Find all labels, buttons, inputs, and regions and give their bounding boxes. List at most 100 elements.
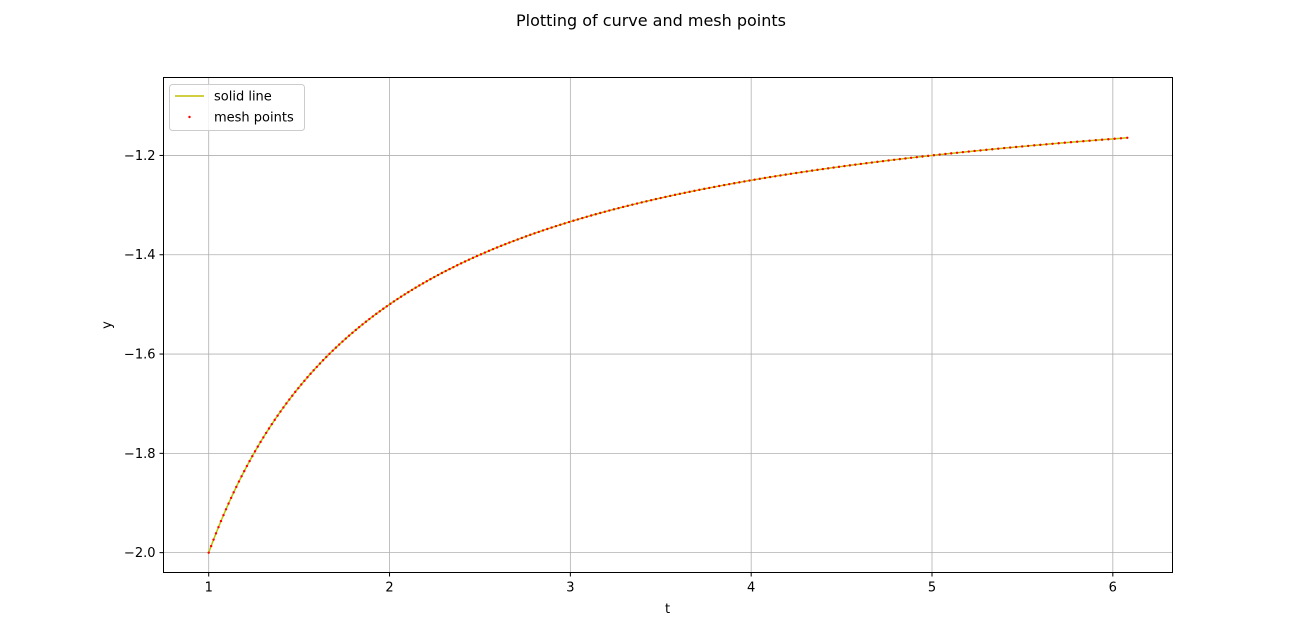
mesh-point [748, 179, 751, 182]
mesh-point [753, 178, 756, 181]
mesh-point [282, 406, 285, 409]
mesh-point [267, 427, 271, 430]
mesh-point [859, 162, 863, 166]
mesh-point [344, 337, 347, 340]
mesh-point [865, 162, 868, 165]
mesh-point [550, 226, 553, 229]
mesh-point [1057, 142, 1060, 145]
mesh-point [321, 359, 325, 362]
mesh-point [559, 223, 562, 226]
mesh-point [294, 390, 297, 394]
mesh-point [259, 440, 262, 444]
y-tick-label: −2.0 [124, 546, 156, 561]
mesh-point [475, 254, 479, 258]
mesh-point [921, 155, 924, 158]
mesh-point [827, 167, 830, 170]
mesh-point [1014, 145, 1018, 149]
mesh-point [414, 286, 417, 289]
mesh-point [487, 249, 491, 253]
mesh-point [938, 153, 941, 156]
mesh-point [708, 186, 711, 190]
mesh-point [227, 502, 230, 505]
mesh-point [1069, 141, 1073, 144]
x-axis: 1 2 3 4 5 6 [205, 572, 1117, 596]
mesh-point [237, 480, 241, 483]
grid [163, 77, 1173, 573]
mesh-point [410, 288, 414, 292]
mesh-point [1107, 138, 1110, 141]
mesh-point [253, 450, 257, 453]
plot-area [207, 136, 1129, 554]
mesh-point [1063, 141, 1067, 144]
mesh-point [733, 182, 736, 185]
mesh-point [212, 538, 215, 541]
x-tick-label: 6 [1109, 581, 1117, 596]
mesh-point [626, 204, 629, 208]
mesh-point [248, 459, 251, 463]
mesh-point [285, 402, 288, 405]
mesh-point [967, 150, 970, 153]
mesh-point [784, 173, 787, 176]
mesh-point [728, 182, 731, 186]
mesh-point [361, 323, 364, 326]
mesh-point [312, 369, 315, 372]
mesh-point [407, 290, 410, 294]
mesh-point [640, 201, 643, 204]
mesh-point [1039, 143, 1042, 147]
mesh-point [816, 168, 819, 172]
mesh-point [471, 256, 475, 260]
y-axis-label: y [100, 321, 115, 329]
mesh-point [837, 165, 841, 169]
mesh-point [378, 310, 381, 313]
mesh-point [479, 253, 483, 256]
mesh-point [331, 349, 334, 352]
mesh-point [1119, 137, 1123, 140]
x-tick-label: 1 [205, 581, 213, 596]
mesh-point [854, 163, 857, 166]
mesh-point [270, 422, 274, 426]
chart-title: Plotting of curve and mesh points [516, 11, 786, 30]
mesh-point [207, 551, 210, 554]
mesh-point [467, 258, 471, 261]
mesh-point [399, 295, 403, 298]
mesh-point [279, 410, 282, 413]
mesh-point [590, 214, 593, 217]
mesh-point [300, 383, 303, 386]
mesh-point [1027, 144, 1030, 148]
mesh-point [621, 205, 625, 209]
mesh-point [898, 157, 902, 161]
mesh-point [563, 222, 566, 225]
mesh-point [318, 362, 322, 365]
mesh-point [718, 184, 721, 188]
mesh-point [635, 202, 639, 205]
mesh-point [421, 282, 425, 285]
mesh-point [537, 230, 540, 234]
mesh-point [1033, 144, 1036, 147]
mesh-point [217, 525, 220, 529]
mesh-point [554, 224, 558, 228]
mesh-point [800, 171, 803, 174]
mesh-point [926, 154, 930, 158]
x-axis-label: t [665, 602, 670, 617]
mesh-point [763, 176, 767, 180]
mesh-point [810, 169, 814, 172]
mesh-point [459, 262, 463, 265]
mesh-point [645, 200, 648, 203]
mesh-point [1100, 138, 1104, 141]
mesh-point [599, 211, 602, 215]
mesh-point [276, 414, 279, 417]
y-tick-label: −1.4 [124, 248, 156, 263]
legend: solid line mesh points [169, 84, 305, 131]
y-tick-label: −1.2 [124, 149, 156, 164]
mesh-point [1126, 136, 1129, 140]
x-tick-label: 4 [747, 581, 755, 596]
mesh-point [243, 469, 246, 473]
mesh-point [392, 300, 396, 303]
y-tick-label: −1.8 [124, 447, 156, 462]
mesh-point [385, 305, 388, 308]
mesh-point [991, 148, 994, 151]
mesh-point [1051, 142, 1054, 145]
mesh-point [483, 251, 487, 254]
mesh-point [382, 307, 385, 310]
